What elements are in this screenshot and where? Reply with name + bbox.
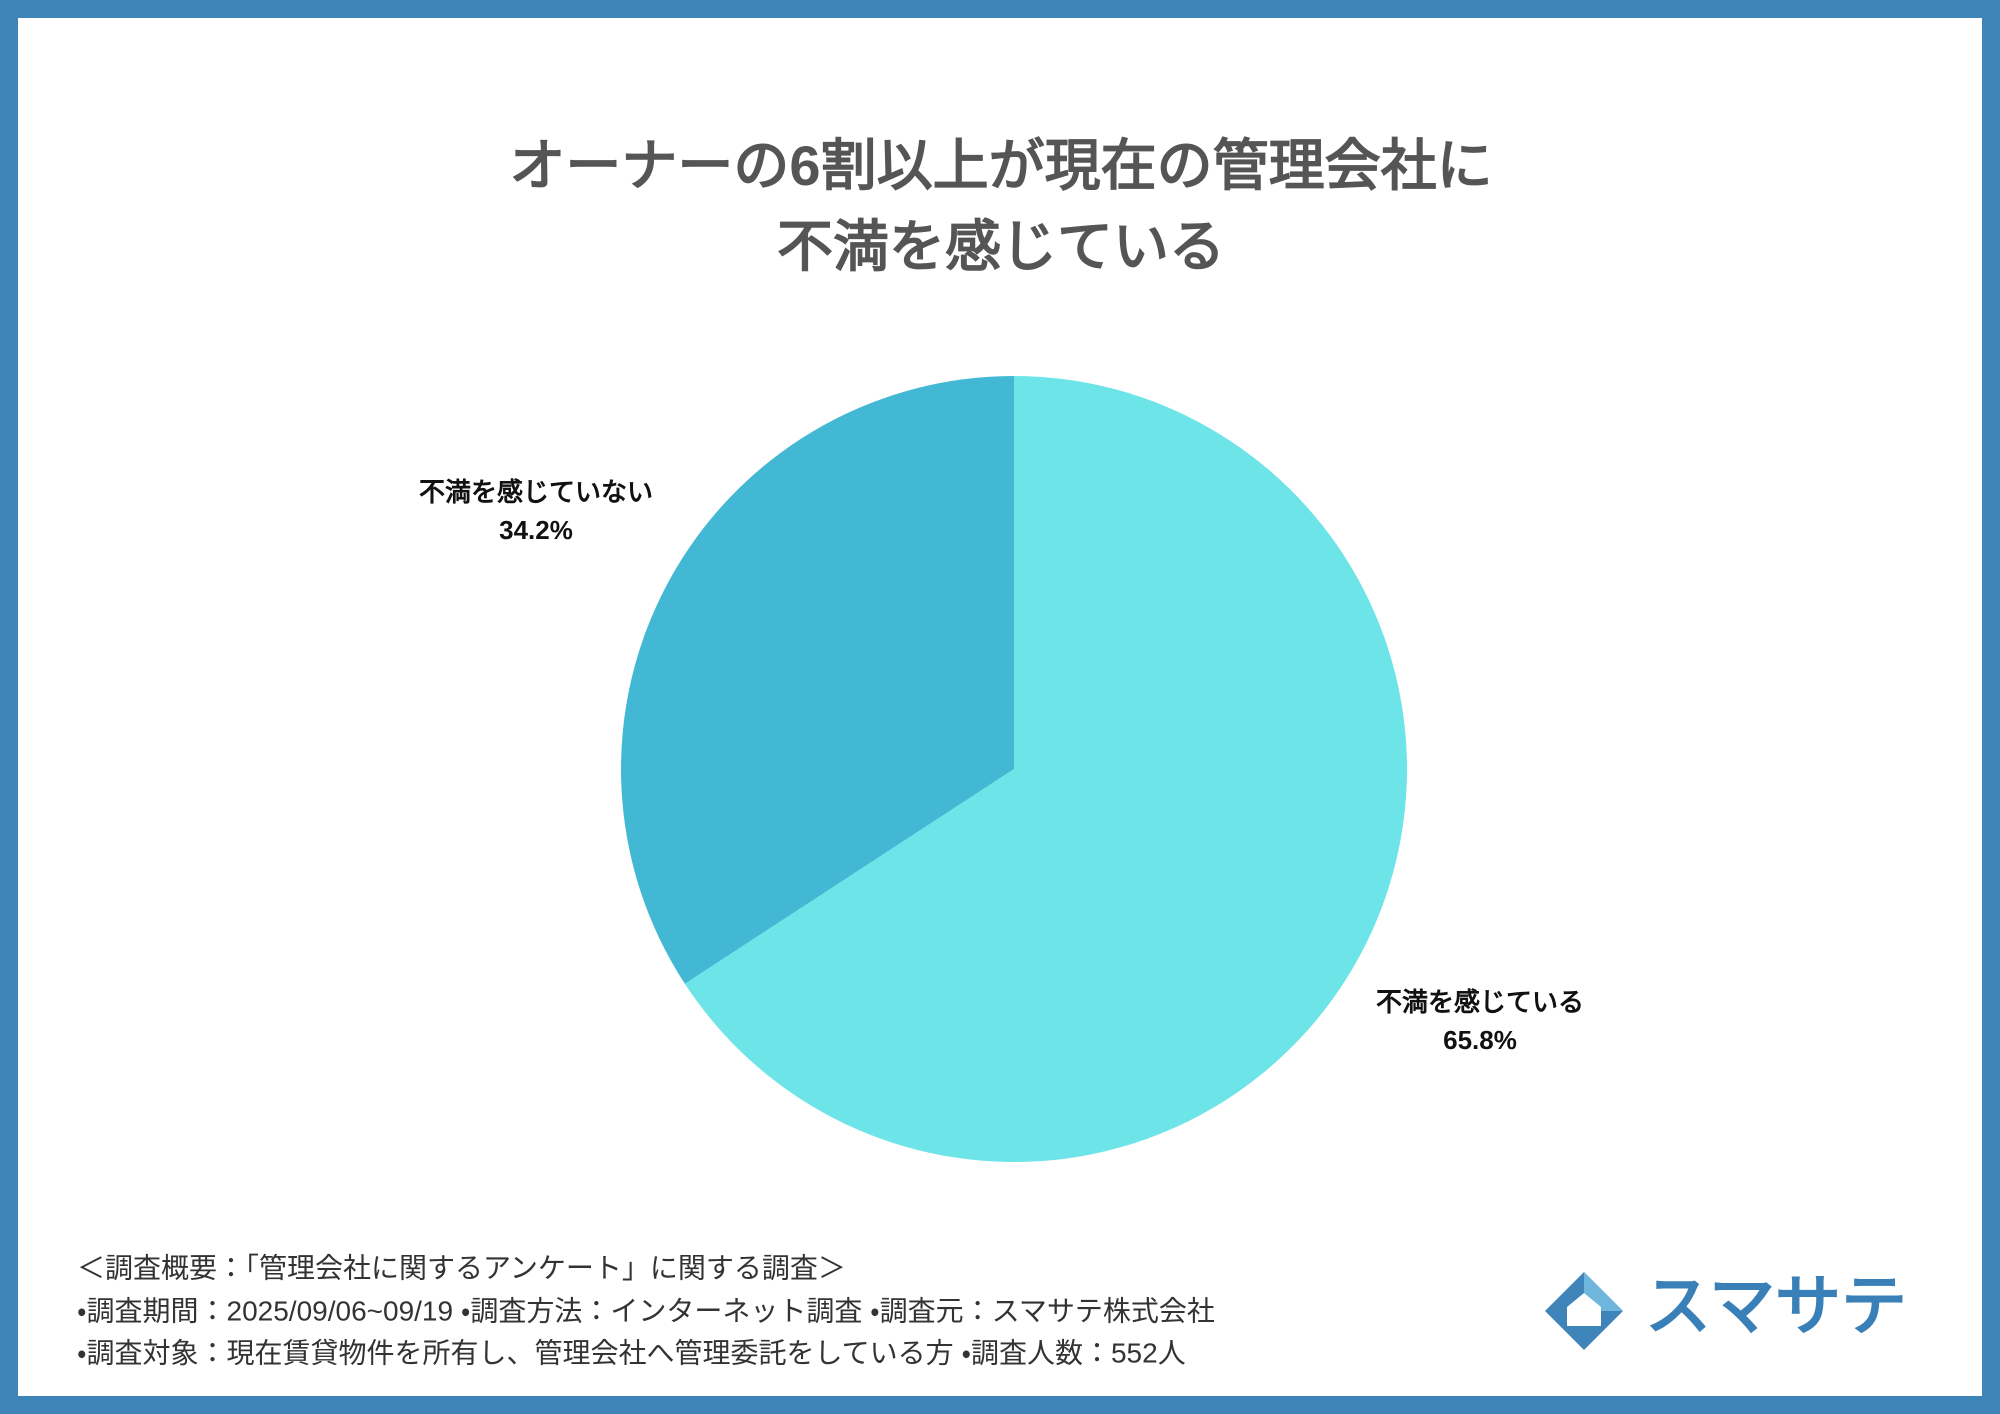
footnote: ・調査期間：2025/09/06~09/19 ・調査方法：インターネット調査 ・… [77,1295,1215,1326]
footnote: ＜調査概要：「管理会社に関するアンケート」に関する調査＞ [77,1252,846,1283]
logo-icon [1545,1272,1623,1350]
chart-title: オーナーの6割以上が現在の管理会社に [509,134,1492,197]
slice-category: 不満を感じている [1376,987,1584,1017]
footnote: ・調査対象：現在賃貸物件を所有し、管理会社へ管理委託をしている方 ・調査人数：5… [77,1337,1186,1368]
chart-title: 不満を感じている [777,215,1225,278]
pie-slice [684,376,1407,1162]
pie: 不満を感じている 65.8% 不満を感じていない 34.2% [419,376,1584,1162]
logo-text: スマサテ [1645,1268,1907,1342]
slice-category: 不満を感じていない [419,477,653,507]
slice-value: 65.8% [1443,1025,1517,1055]
slice-value: 34.2% [499,515,573,545]
pie-slice [620,376,1014,984]
